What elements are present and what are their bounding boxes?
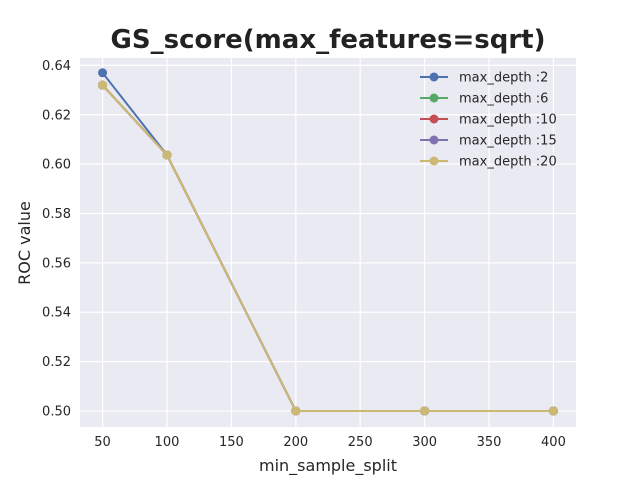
legend-item: max_depth :2 (420, 71, 548, 86)
legend-item: max_depth :6 (420, 92, 548, 107)
x-tick-label: 150 (219, 435, 244, 450)
x-axis-label: min_sample_split (259, 456, 397, 476)
y-tick-label: 0.64 (42, 59, 71, 74)
legend-marker (429, 93, 439, 103)
data-point (162, 150, 172, 160)
x-tick-label: 350 (477, 435, 502, 450)
legend-marker (429, 135, 439, 145)
legend-marker (429, 114, 439, 124)
y-tick-labels: 0.50 0.52 0.54 0.56 0.58 0.60 0.62 0.64 (42, 59, 71, 420)
data-point (291, 406, 301, 416)
series-5 (98, 80, 558, 416)
legend: max_depth :2 max_depth :6 max_depth :10 max… (420, 71, 557, 170)
y-tick-label: 0.56 (42, 256, 71, 271)
data-point (98, 68, 108, 78)
plot-area (80, 58, 576, 427)
x-tick-label: 250 (348, 435, 373, 450)
legend-item: max_depth :15 (420, 134, 557, 149)
x-tick-label: 50 (94, 435, 111, 450)
x-tick-labels: 50 100 150 200 250 300 350 400 (94, 435, 566, 450)
series-layer (98, 68, 558, 416)
x-tick-label: 200 (283, 435, 308, 450)
chart-title: GS_score(max_features=sqrt) (111, 25, 546, 55)
legend-item: max_depth :10 (420, 113, 557, 128)
x-tick-label: 100 (155, 435, 180, 450)
grid-lines (80, 58, 576, 427)
y-tick-label: 0.50 (42, 404, 71, 419)
data-point (420, 406, 430, 416)
y-tick-label: 0.58 (42, 207, 71, 222)
data-point (98, 80, 108, 90)
y-tick-label: 0.60 (42, 158, 71, 173)
legend-label: max_depth :6 (459, 92, 548, 107)
y-axis-label: ROC value (15, 201, 34, 285)
y-tick-label: 0.54 (42, 306, 71, 321)
legend-label: max_depth :15 (459, 134, 557, 149)
y-tick-label: 0.62 (42, 108, 71, 123)
legend-marker (429, 72, 439, 82)
legend-item: max_depth :20 (420, 155, 557, 170)
legend-marker (429, 156, 439, 166)
x-tick-label: 300 (412, 435, 437, 450)
legend-label: max_depth :10 (459, 113, 557, 128)
legend-label: max_depth :20 (459, 155, 557, 170)
data-point (548, 406, 558, 416)
x-tick-label: 400 (541, 435, 566, 450)
y-tick-label: 0.52 (42, 355, 71, 370)
legend-label: max_depth :2 (459, 71, 548, 86)
